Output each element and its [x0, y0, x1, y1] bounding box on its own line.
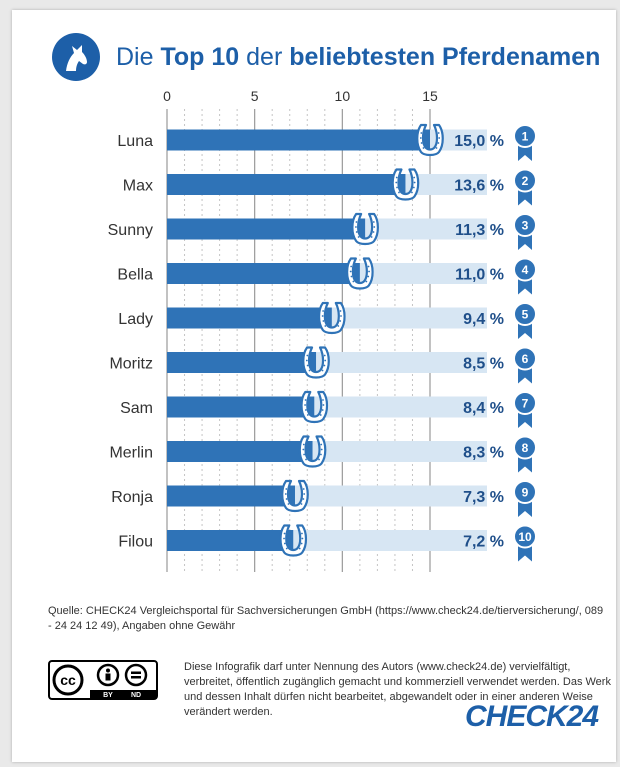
bar-row: Bella 11,0 % 4 — [117, 257, 537, 295]
rank-label: 2 — [522, 174, 529, 188]
category-label: Bella — [117, 267, 153, 284]
ribbon-disc — [513, 168, 537, 193]
category-label: Moritz — [109, 356, 153, 373]
value-label: 9,4 % — [463, 311, 504, 328]
ribbon-badge-icon: 5 — [513, 302, 537, 339]
ribbon-badge-icon: 7 — [513, 391, 537, 428]
header: Die Top 10 der beliebtesten Pferdenamen — [52, 32, 600, 82]
chart-title: Die Top 10 der beliebtesten Pferdenamen — [116, 43, 600, 72]
x-tick-label: 15 — [422, 88, 438, 104]
category-label: Luna — [117, 133, 153, 150]
bar-row: Filou 7,2 % 10 — [118, 524, 537, 562]
horse-head-icon — [52, 33, 100, 81]
x-tick-label: 10 — [335, 88, 351, 104]
bar-row: Merlin 8,3 % 8 — [109, 435, 537, 473]
value-label: 13,6 % — [454, 178, 504, 195]
ribbon-disc — [513, 302, 537, 326]
bar-rows: Luna 15,0 % 1 Max 13,6 % 2 Sunny 11,3 % 3 Bella 11… — [108, 123, 537, 562]
rank-label: 1 — [522, 130, 529, 144]
value-label: 8,4 % — [463, 400, 504, 417]
title-bold: beliebtesten Pferdenamen — [289, 42, 601, 71]
source-note: Quelle: CHECK24 Vergleichsportal für Sac… — [48, 605, 604, 632]
bar — [167, 530, 294, 551]
category-label: Filou — [118, 534, 153, 551]
bar — [167, 129, 430, 151]
value-label: 11,0 % — [455, 267, 504, 284]
infographic-card: Die Top 10 der beliebtesten Pferdenamen … — [12, 10, 616, 762]
title-middle: der — [239, 42, 290, 71]
bar-row: Sam 8,4 % 7 — [120, 390, 537, 428]
x-tick-labels: 0 5 10 15 — [163, 88, 438, 104]
bar-row: Sunny 11,3 % 3 — [108, 212, 537, 250]
ribbon-disc — [513, 435, 537, 460]
rank-label: 7 — [522, 397, 529, 411]
category-label: Sunny — [108, 222, 153, 239]
cc-by-nd-icon[interactable]: cc BY ND — [48, 660, 158, 700]
value-label: 11,3 % — [455, 222, 504, 239]
category-label: Lady — [118, 311, 153, 328]
ribbon-badge-icon: 1 — [513, 124, 537, 161]
rank-label: 5 — [522, 308, 529, 322]
license-note: Diese Infografik darf unter Nennung des … — [184, 661, 611, 718]
rank-label: 10 — [518, 530, 532, 544]
bar-row: Ronja 7,3 % 9 — [111, 479, 537, 517]
value-label: 15,0 % — [454, 133, 504, 150]
value-label: 8,3 % — [463, 445, 504, 462]
bar-chart: 0 5 10 15 Luna 15,0 % 1 Max 13,6 % 2 Sunny 11,3 % 3… — [108, 88, 537, 572]
ribbon-badge-icon: 4 — [513, 257, 537, 295]
category-label: Merlin — [109, 445, 153, 462]
rank-label: 4 — [522, 263, 529, 277]
bar — [167, 174, 406, 195]
ribbon-badge-icon: 8 — [513, 435, 537, 473]
rank-label: 8 — [522, 441, 529, 455]
ribbon-disc — [513, 124, 537, 148]
ribbon-badge-icon: 10 — [513, 524, 537, 562]
bar — [167, 263, 360, 284]
rank-label: 9 — [522, 486, 529, 500]
ribbon-badge-icon: 9 — [513, 480, 537, 517]
ribbon-disc — [513, 346, 537, 371]
check24-logo: CHECK24 — [465, 700, 599, 733]
value-label: 8,5 % — [463, 356, 504, 373]
bar — [167, 352, 317, 373]
ribbon-badge-icon: 3 — [513, 213, 537, 250]
cc-nd-label: ND — [131, 692, 141, 699]
title-prefix: Die — [116, 42, 161, 71]
cc-by-label: BY — [103, 692, 113, 699]
ribbon-disc — [513, 480, 537, 504]
bar-row: Lady 9,4 % 5 — [118, 301, 537, 339]
ribbon-disc — [513, 391, 537, 415]
bar — [167, 485, 295, 507]
category-label: Max — [123, 178, 153, 195]
bar — [167, 218, 366, 240]
bar-row: Moritz 8,5 % 6 — [109, 346, 537, 384]
bar — [167, 396, 315, 418]
bar — [167, 441, 313, 462]
rank-label: 6 — [522, 352, 529, 366]
category-label: Ronja — [111, 489, 153, 506]
ribbon-badge-icon: 2 — [513, 168, 537, 206]
value-label: 7,3 % — [463, 489, 504, 506]
value-label: 7,2 % — [463, 534, 504, 551]
ribbon-disc — [513, 524, 537, 549]
rank-label: 3 — [522, 219, 529, 233]
ribbon-badge-icon: 6 — [513, 346, 537, 384]
x-tick-label: 5 — [251, 88, 259, 104]
ribbon-disc — [513, 213, 537, 237]
ribbon-disc — [513, 257, 537, 282]
title-top-ten: Top 10 — [160, 42, 240, 71]
category-label: Sam — [120, 400, 153, 417]
bar-row: Luna 15,0 % 1 — [117, 123, 537, 161]
svg-text:cc: cc — [60, 672, 76, 688]
x-tick-label: 0 — [163, 88, 171, 104]
bar-row: Max 13,6 % 2 — [123, 168, 537, 206]
bar — [167, 307, 332, 329]
